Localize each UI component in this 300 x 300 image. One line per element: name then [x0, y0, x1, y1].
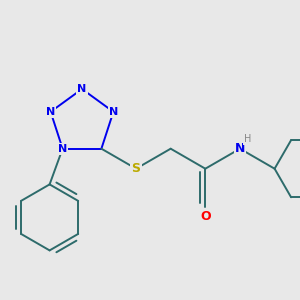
Text: N: N [77, 84, 87, 94]
Text: N: N [109, 107, 118, 117]
Text: O: O [200, 210, 211, 223]
Text: H: H [244, 134, 252, 144]
Text: N: N [46, 107, 55, 117]
Text: S: S [131, 162, 140, 175]
Text: N: N [58, 144, 67, 154]
Text: N: N [235, 142, 245, 155]
